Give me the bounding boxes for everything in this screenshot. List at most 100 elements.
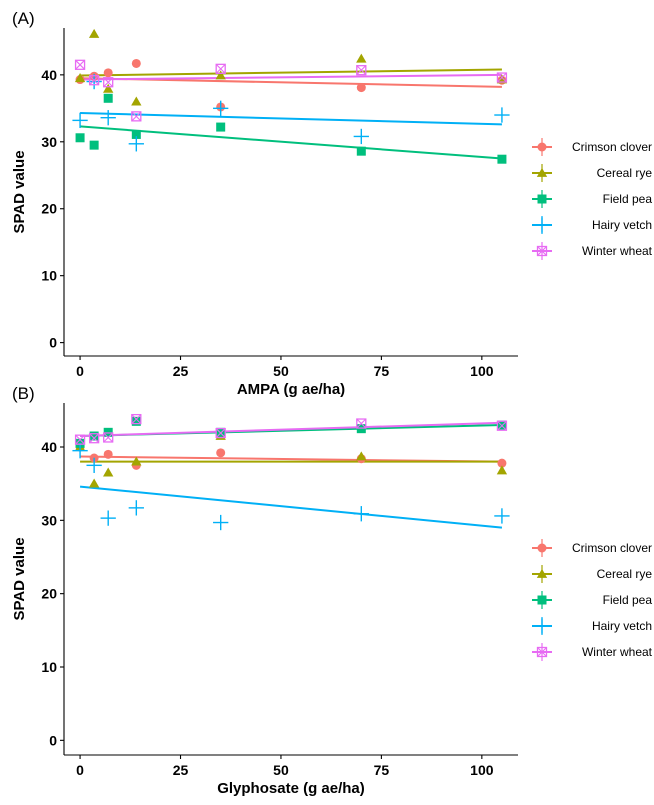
point-hairy-vetch <box>353 506 369 522</box>
point-winter-wheat <box>356 418 367 429</box>
x-tick-label: 0 <box>76 363 84 379</box>
x-tick-label: 50 <box>273 762 289 778</box>
legend-key-marker <box>534 618 550 634</box>
legend-item-hairy-vetch: Hairy vetch <box>532 617 652 635</box>
point-hairy-vetch <box>494 107 510 123</box>
point-hairy-vetch <box>72 443 88 459</box>
panel-b: (B) 0 10 20 30 40 0 25 50 75 100 Glyphosate (g ae/h… <box>11 384 653 797</box>
legend-item-crimson-clover: Crimson clover <box>532 138 652 156</box>
panel-b-label: (B) <box>12 384 35 403</box>
point-hairy-vetch <box>86 457 102 473</box>
point-crimson-clover <box>356 83 366 93</box>
fit-line-winter-wheat <box>80 73 502 81</box>
point-field-pea <box>131 129 141 139</box>
point-winter-wheat <box>496 420 508 431</box>
legend-label: Hairy vetch <box>592 619 652 633</box>
legend-key-marker <box>536 568 548 578</box>
point-field-pea <box>89 431 99 441</box>
legend-key-marker <box>536 167 548 177</box>
point-hairy-vetch <box>72 112 88 129</box>
x-tick-label: 0 <box>76 762 84 778</box>
y-tick-label: 20 <box>41 201 57 217</box>
legend-label: Field pea <box>603 593 653 607</box>
y-axis-title: SPAD value <box>11 150 28 233</box>
x-tick-label: 25 <box>173 363 189 379</box>
legend-label: Crimson clover <box>572 541 652 555</box>
point-hairy-vetch <box>128 136 144 152</box>
point-cereal-rye <box>88 478 100 488</box>
fit-line-hairy-vetch <box>79 485 503 529</box>
y-tick-label: 10 <box>41 268 57 284</box>
panel-a: (A) 0 10 20 30 40 0 25 50 75 100 AMPA (g ae/ha) SPAD… <box>11 9 653 398</box>
point-winter-wheat <box>103 77 114 88</box>
point-winter-wheat <box>88 433 100 444</box>
point-winter-wheat <box>74 434 86 445</box>
point-field-pea <box>497 154 507 164</box>
point-cereal-rye <box>215 70 226 80</box>
legend-key-marker <box>536 646 548 658</box>
y-tick-label: 40 <box>41 439 57 455</box>
x-tick-label: 75 <box>374 363 390 379</box>
legend-item-field-pea: Field pea <box>532 591 652 609</box>
legend-label: Field pea <box>603 192 653 206</box>
point-cereal-rye <box>356 53 367 63</box>
panel-a-legend: Crimson clover Cereal rye Field pea Hairy v… <box>532 138 653 260</box>
point-crimson-clover <box>497 458 507 468</box>
point-hairy-vetch <box>494 508 510 524</box>
point-crimson-clover <box>103 68 113 78</box>
panel-b-legend: Crimson clover Cereal rye Field pea Hairy v… <box>532 539 653 661</box>
x-axis-title: AMPA (g ae/ha) <box>237 381 345 398</box>
point-winter-wheat <box>215 63 226 74</box>
point-cereal-rye <box>356 451 367 461</box>
point-field-pea <box>89 140 99 150</box>
y-tick-label: 0 <box>49 732 57 748</box>
point-hairy-vetch <box>100 510 116 526</box>
legend-item-hairy-vetch: Hairy vetch <box>532 216 652 234</box>
point-winter-wheat <box>74 59 86 70</box>
legend-label: Cereal rye <box>597 567 653 581</box>
point-crimson-clover <box>216 448 226 458</box>
x-axis-title: Glyphosate (g ae/ha) <box>217 780 365 797</box>
point-cereal-rye <box>103 83 114 93</box>
point-crimson-clover <box>131 58 141 68</box>
point-hairy-vetch <box>100 110 116 126</box>
fit-line-field-pea <box>79 125 503 160</box>
legend-label: Crimson clover <box>572 140 652 154</box>
y-tick-label: 10 <box>41 659 57 675</box>
legend-key-marker <box>537 595 547 605</box>
legend-item-cereal-rye: Cereal rye <box>532 565 652 583</box>
x-tick-label: 100 <box>470 762 494 778</box>
point-cereal-rye <box>74 73 86 83</box>
point-cereal-rye <box>131 456 142 466</box>
legend-label: Hairy vetch <box>592 218 652 232</box>
legend-key-marker <box>537 194 547 204</box>
x-tick-label: 25 <box>173 762 189 778</box>
point-winter-wheat <box>496 72 508 83</box>
y-tick-label: 30 <box>41 512 57 528</box>
point-crimson-clover <box>103 449 113 459</box>
point-field-pea <box>75 133 85 143</box>
x-tick-label: 100 <box>470 363 494 379</box>
point-winter-wheat <box>131 111 142 122</box>
point-cereal-rye <box>88 28 100 38</box>
legend-label: Winter wheat <box>582 244 653 258</box>
point-field-pea <box>216 122 226 132</box>
point-winter-wheat <box>103 432 114 443</box>
point-winter-wheat <box>215 427 226 439</box>
point-hairy-vetch <box>353 128 369 145</box>
fit-line-hairy-vetch <box>80 112 502 126</box>
point-cereal-rye <box>496 465 508 475</box>
point-cereal-rye <box>131 96 142 106</box>
legend-key-marker <box>537 142 547 152</box>
legend-key-marker <box>534 217 550 233</box>
point-hairy-vetch <box>213 100 229 116</box>
panel-a-label: (A) <box>12 9 35 28</box>
legend-item-field-pea: Field pea <box>532 190 652 208</box>
legend-key-marker <box>537 543 547 553</box>
point-cereal-rye <box>496 74 508 84</box>
legend-item-cereal-rye: Cereal rye <box>532 164 652 182</box>
legend-label: Cereal rye <box>597 166 653 180</box>
legend-label: Winter wheat <box>582 645 653 659</box>
legend-item-winter-wheat: Winter wheat <box>532 643 653 661</box>
